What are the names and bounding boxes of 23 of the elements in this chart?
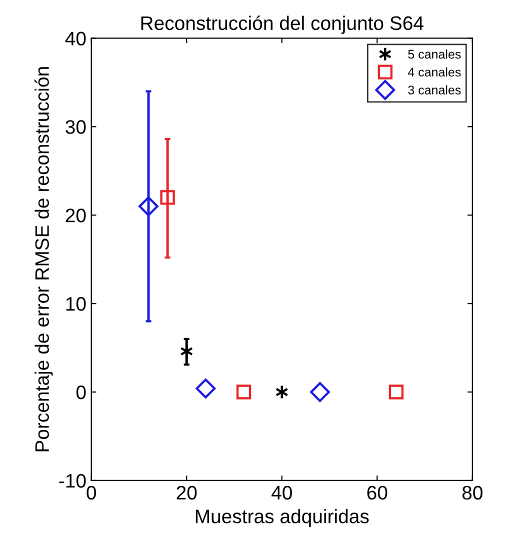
- point: [196, 378, 216, 398]
- y-tick-label: 30: [66, 120, 86, 134]
- legend-label: 4 canales: [408, 67, 461, 77]
- point: [160, 190, 175, 205]
- y-tick-label: 20: [66, 208, 86, 222]
- y-tick-label: 40: [65, 32, 86, 46]
- x-tick-label: 40: [272, 486, 292, 500]
- legend-label: 5 canales: [408, 49, 461, 59]
- y-tick-label: 0: [76, 385, 86, 400]
- point: [138, 196, 158, 216]
- chart-title: Reconstrucción del conjunto S64: [141, 16, 424, 34]
- x-tick-label: 80: [462, 486, 482, 500]
- y-tick-label: -10: [59, 474, 86, 488]
- point: [310, 382, 330, 402]
- point: [388, 384, 404, 400]
- x-tick-label: 20: [176, 486, 197, 500]
- legend-label: 3 canales: [408, 85, 461, 94]
- point: [236, 384, 252, 400]
- x-tick-label: 60: [367, 486, 388, 500]
- x-tick-label: 0: [86, 486, 96, 500]
- y-axis-title: Porcentaje de error RMSE de reconstrucción: [34, 67, 53, 452]
- x-axis-title: Muestras adquiridas: [196, 509, 369, 528]
- y-tick-label: 10: [66, 297, 86, 311]
